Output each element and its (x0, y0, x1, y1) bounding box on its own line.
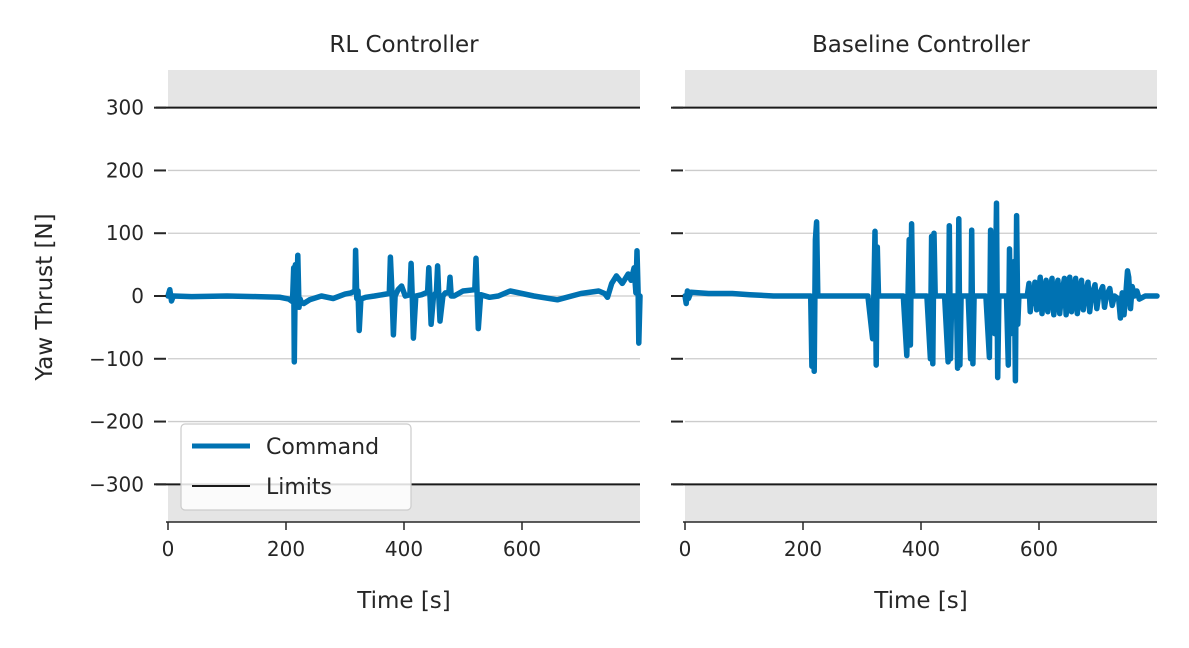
y-tick-label: 0 (131, 284, 144, 308)
legend-limits-label: Limits (266, 475, 332, 500)
y-tick-label: 300 (106, 96, 144, 120)
upper-limit-band (685, 70, 1157, 108)
panel-baseline-controller: Baseline Controller 0 200 400 600 Time [s] (671, 32, 1160, 614)
x-tick-label: 200 (267, 537, 305, 561)
x-axis-label: Time [s] (356, 588, 451, 614)
lower-limit-band (685, 484, 1157, 522)
legend-command-label: Command (266, 435, 379, 460)
y-axis-label: Yaw Thrust [N] (32, 213, 58, 381)
y-tick-label: −200 (89, 410, 144, 434)
x-tick-label: 200 (784, 537, 822, 561)
panel-title: RL Controller (329, 32, 479, 58)
axes: 0 200 400 600 (671, 106, 1157, 561)
axes: 0 200 400 600 300 200 100 0 −100 −200 −300 (89, 96, 640, 561)
series-line-command (165, 247, 643, 365)
y-tick-label: 100 (106, 221, 144, 245)
grid (673, 70, 1157, 522)
y-tick-label: −100 (89, 347, 144, 371)
x-tick-label: 0 (162, 537, 175, 561)
series-layer (165, 247, 643, 365)
x-axis-label: Time [s] (873, 588, 968, 614)
x-tick-label: 400 (902, 537, 940, 561)
x-tick-label: 600 (1020, 537, 1058, 561)
y-tick-label: −300 (89, 472, 144, 496)
series-layer (682, 200, 1160, 384)
x-tick-label: 600 (503, 537, 541, 561)
y-tick-label: 200 (106, 158, 144, 182)
series-line-command (682, 200, 1160, 384)
panel-title: Baseline Controller (812, 32, 1031, 58)
upper-limit-band (168, 70, 640, 108)
legend: Command Limits (180, 423, 412, 511)
x-tick-label: 400 (385, 537, 423, 561)
panel-rl-controller: RL Controller 0 200 400 600 300 200 100 0 −100 −2… (32, 32, 643, 614)
x-tick-label: 0 (679, 537, 692, 561)
